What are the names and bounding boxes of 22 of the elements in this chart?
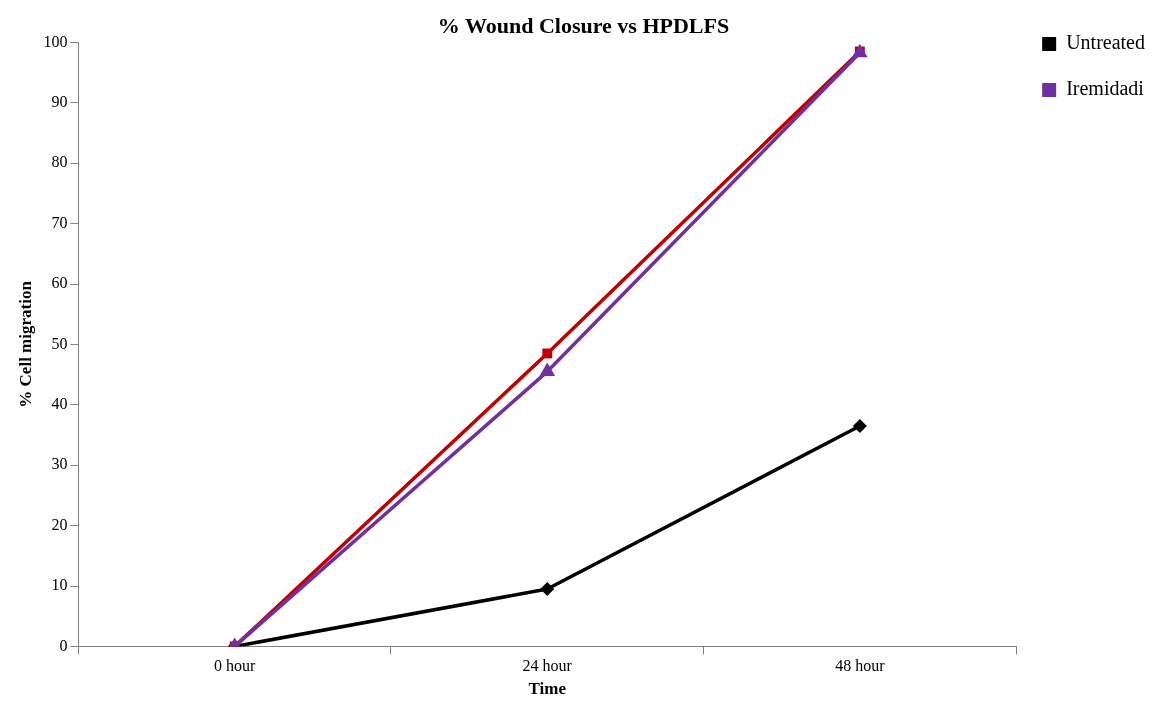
point [852,418,867,433]
y-tick-label: 20 [51,515,68,533]
x-tick-label: 48 hour [835,657,886,675]
legend-label: Iremidadi [1066,77,1145,100]
y-tick-label: 60 [51,274,68,292]
y-tick-label: 80 [51,153,68,171]
y-tick-label: 70 [51,213,68,231]
y-tick-label: 40 [51,395,68,412]
y-axis-title: % Cell migration [15,280,35,408]
y-tick-label: 30 [51,455,68,473]
chart-title: % Wound Closure vs HPDLFS [437,12,730,38]
y-tick-label: 90 [51,93,68,110]
y-tick-label: 10 [51,576,68,594]
point [539,362,556,377]
y-tick-label: 50 [51,334,68,352]
x-tick-label: 0 hour [214,657,257,675]
x-axis-title: Time [528,679,567,699]
y-tick-label: 100 [43,32,68,50]
legend-label: Untreated [1066,31,1146,54]
point [542,348,553,359]
x-tick-label: 24 hour [522,657,573,675]
y-tick-label: 0 [59,636,68,654]
